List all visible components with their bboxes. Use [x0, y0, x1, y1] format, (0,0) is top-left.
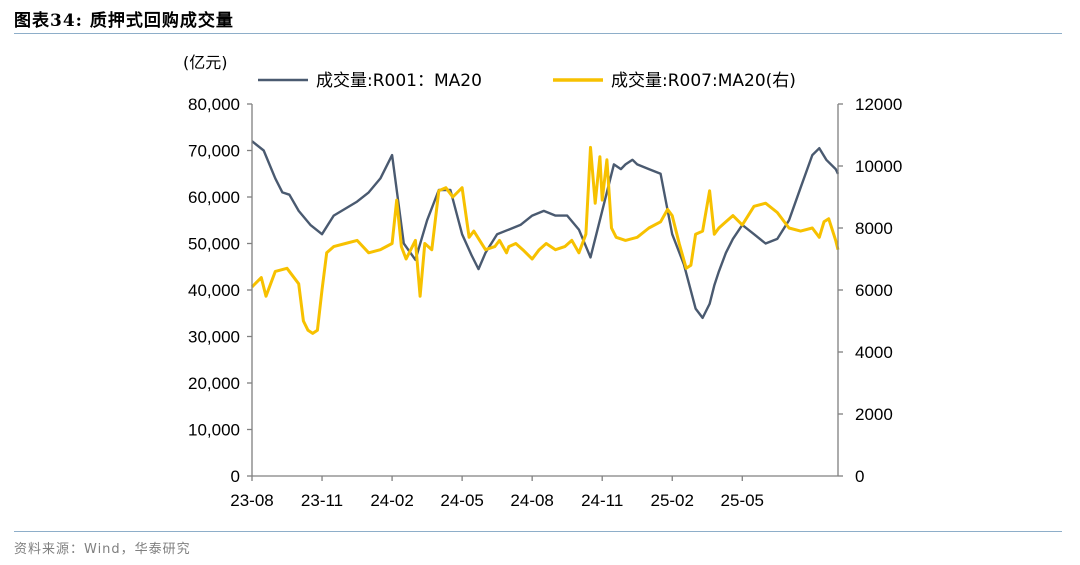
legend-item-r007-label: 成交量:R007:MA20(右): [611, 71, 796, 91]
y-right-tick-label: 6000: [855, 281, 893, 300]
series-layer: [250, 140, 840, 335]
x-tick-label: 23-08: [230, 491, 273, 510]
figure-title: 图表34: 质押式回购成交量: [14, 11, 234, 31]
x-tick-label: 24-08: [510, 491, 553, 510]
y-right-tick-label: 0: [855, 467, 864, 486]
title-divider: [14, 33, 1062, 34]
source-note: 资料来源：Wind，华泰研究: [14, 542, 191, 557]
source-divider: [14, 531, 1062, 532]
y-right-tick-label: 10000: [855, 157, 902, 176]
y-left-tick-label: 70,000: [188, 142, 240, 161]
y-left-tick-label: 30,000: [188, 328, 240, 347]
axes-layer: 0 10,000 20,000 30,000 40,000 50,000 60,000 70,…: [183, 53, 902, 510]
y-left-tick-label: 40,000: [188, 281, 240, 300]
x-tick-label: 23-11: [301, 491, 343, 510]
y-left-tick-label: 60,000: [188, 188, 240, 207]
y-right-tick-label: 12000: [855, 95, 902, 114]
legend: 成交量:R001：MA20 成交量:R007:MA20(右): [258, 71, 796, 91]
y-left-tick-label: 80,000: [188, 95, 240, 114]
x-tick-label: 24-02: [370, 491, 413, 510]
y-left-tick-label: 20,000: [188, 374, 240, 393]
series-line-r001: [251, 140, 840, 320]
y-right-tick-label: 8000: [855, 219, 893, 238]
x-tick-label: 25-02: [650, 491, 693, 510]
y-left-tick-label: 50,000: [188, 235, 240, 254]
y-right-tick-label: 2000: [855, 405, 893, 424]
x-tick-label: 25-05: [721, 491, 764, 510]
y-right-tick-label: 4000: [855, 343, 893, 362]
series-line-r007: [250, 145, 840, 335]
y-left-tick-label: 10,000: [188, 421, 240, 440]
x-tick-label: 24-05: [440, 491, 483, 510]
y-left-tick-label: 0: [231, 467, 240, 486]
x-tick-label: 24-11: [581, 491, 623, 510]
y-unit-label: (亿元): [183, 53, 228, 72]
legend-item-r001-label: 成交量:R001：MA20: [316, 71, 482, 91]
